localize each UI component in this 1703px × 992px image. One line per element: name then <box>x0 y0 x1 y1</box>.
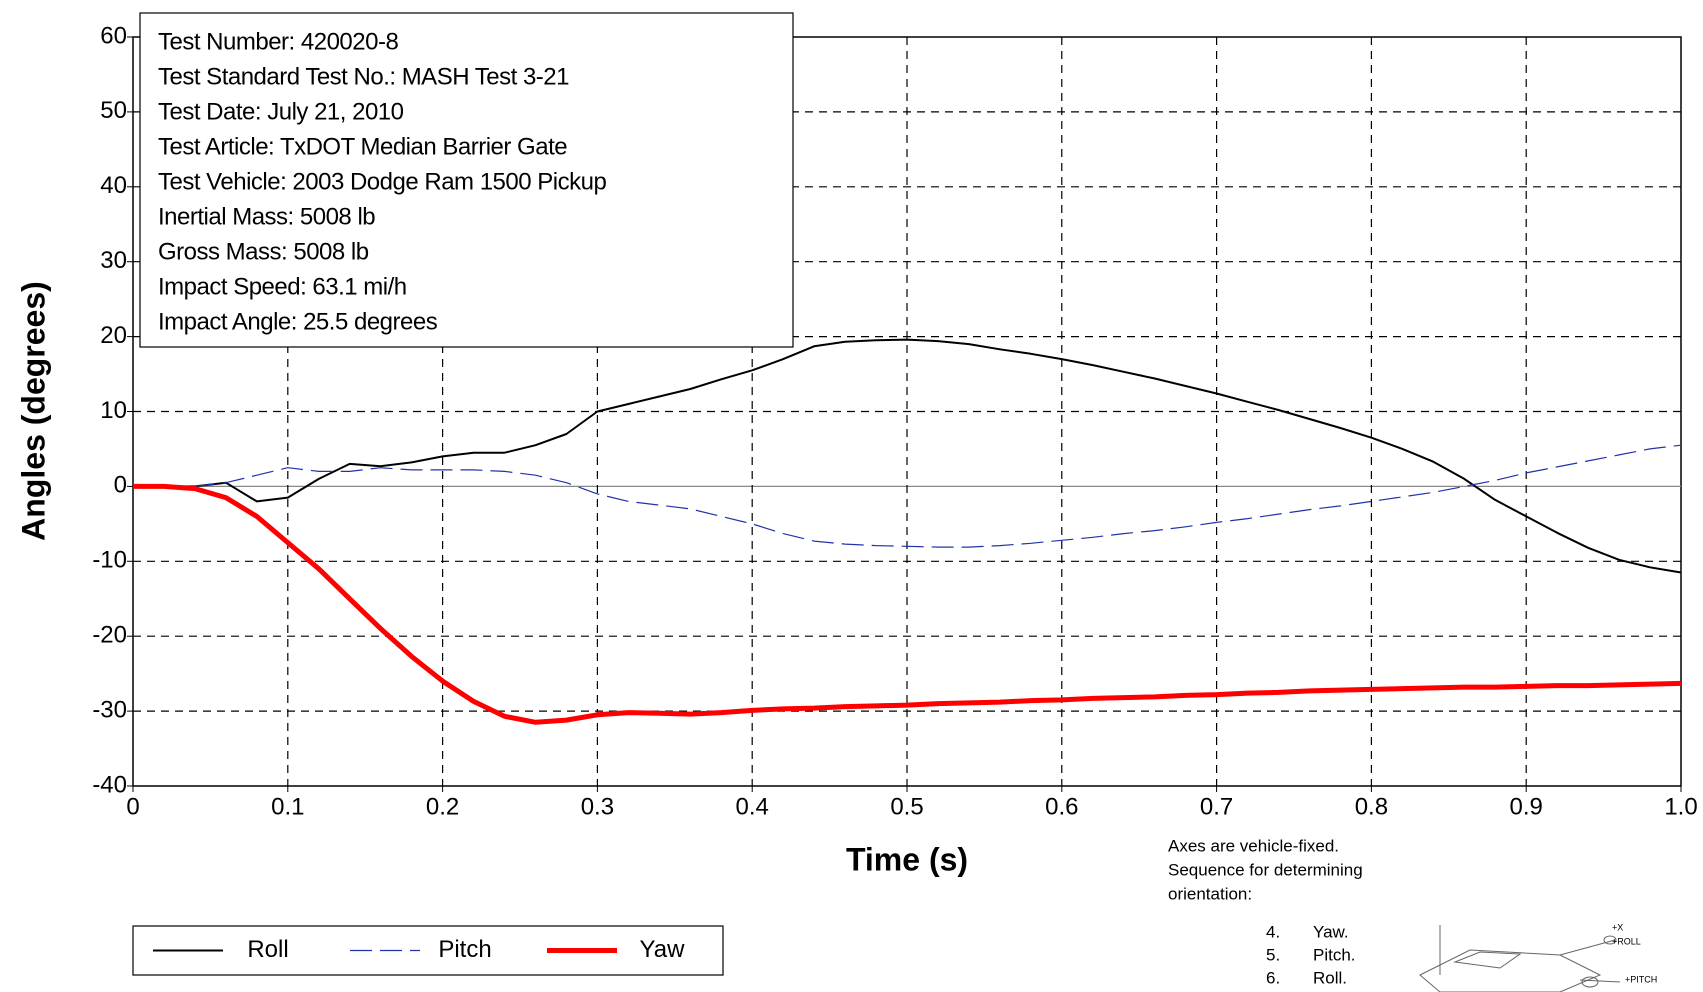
y-axis-label: Angles (degrees) <box>15 281 51 541</box>
info-line: Inertial Mass: 5008 lb <box>158 203 375 230</box>
legend-label: Yaw <box>640 936 686 963</box>
info-line: Test Article: TxDOT Median Barrier Gate <box>158 133 567 160</box>
x-tick-label: 0 <box>126 793 139 820</box>
y-tick-label: -40 <box>92 771 127 798</box>
y-tick-label: -20 <box>92 622 127 649</box>
y-tick-label: -30 <box>92 696 127 723</box>
info-line: Impact Angle: 25.5 degrees <box>158 308 438 335</box>
info-line: Gross Mass: 5008 lb <box>158 238 369 265</box>
legend <box>132 925 724 976</box>
info-line: Test Vehicle: 2003 Dodge Ram 1500 Pickup <box>158 168 606 195</box>
y-tick-label: 50 <box>100 97 127 124</box>
note-number: 6. <box>1266 968 1280 987</box>
y-tick-label: 20 <box>100 322 127 349</box>
diagram-label: +PITCH <box>1625 974 1657 984</box>
info-line: Test Standard Test No.: MASH Test 3-21 <box>158 63 569 90</box>
legend-label: Roll <box>247 936 288 963</box>
note-item: Yaw. <box>1313 922 1349 941</box>
note-number: 5. <box>1266 945 1280 964</box>
x-tick-label: 0.6 <box>1045 793 1078 820</box>
y-tick-label: 10 <box>100 397 127 424</box>
y-tick-label: 0 <box>114 472 127 499</box>
x-tick-label: 0.2 <box>426 793 459 820</box>
info-box <box>139 12 794 348</box>
x-tick-label: 0.5 <box>890 793 923 820</box>
y-tick-label: -10 <box>92 547 127 574</box>
vehicle-diagram <box>1419 925 1621 992</box>
series-line <box>133 444 1682 548</box>
x-tick-label: 0.8 <box>1355 793 1388 820</box>
note-item: Pitch. <box>1313 945 1356 964</box>
x-tick-label: 0.1 <box>271 793 304 820</box>
diagram-label: +X <box>1612 922 1623 932</box>
x-axis-label: Time (s) <box>846 841 968 877</box>
diagram-label: +ROLL <box>1612 936 1641 946</box>
note-item: Roll. <box>1313 968 1347 987</box>
y-tick-label: 30 <box>100 247 127 274</box>
y-tick-label: 40 <box>100 172 127 199</box>
note-line: orientation: <box>1168 884 1252 903</box>
x-tick-label: 0.4 <box>736 793 769 820</box>
info-line: Impact Speed: 63.1 mi/h <box>158 273 407 300</box>
note-number: 4. <box>1266 922 1280 941</box>
x-tick-label: 0.3 <box>581 793 614 820</box>
legend-label: Pitch <box>438 936 491 963</box>
info-line: Test Date: July 21, 2010 <box>158 98 404 125</box>
info-line: Test Number: 420020-8 <box>158 28 398 55</box>
note-line: Sequence for determining <box>1168 860 1363 879</box>
x-tick-label: 0.7 <box>1200 793 1233 820</box>
x-tick-label: 1.0 <box>1664 793 1697 820</box>
series-line <box>133 338 1682 574</box>
note-line: Axes are vehicle-fixed. <box>1168 836 1339 855</box>
y-tick-label: 60 <box>100 22 127 49</box>
series-line <box>133 483 1682 725</box>
x-tick-label: 0.9 <box>1510 793 1543 820</box>
